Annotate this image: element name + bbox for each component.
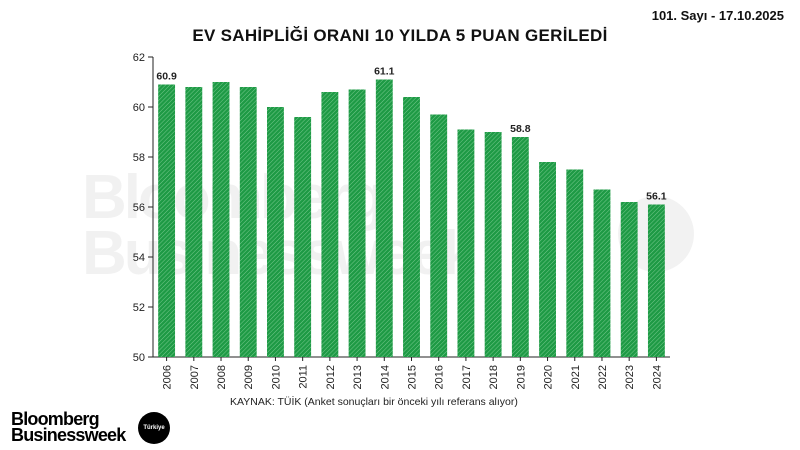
- y-tick-label: 60: [133, 102, 145, 114]
- bar-2014: [375, 79, 393, 357]
- data-label-2014: 61.1: [374, 66, 395, 78]
- bar-2008: [212, 82, 230, 357]
- issue-date: 101. Sayı - 17.10.2025: [651, 8, 784, 23]
- x-tick-label-2007: 2007: [189, 365, 201, 389]
- y-tick-label: 54: [133, 252, 145, 264]
- logo-line-1: Bloomberg: [11, 409, 100, 429]
- data-label-2019: 58.8: [510, 123, 531, 135]
- y-tick-label: 56: [133, 202, 145, 214]
- x-tick-label-2013: 2013: [352, 365, 364, 389]
- bar-2006: [158, 84, 176, 357]
- bar-2010: [267, 107, 284, 357]
- bar-2022: [593, 189, 611, 357]
- bar-2013: [348, 89, 366, 357]
- x-tick-label-2014: 2014: [379, 365, 391, 389]
- x-tick-label-2020: 2020: [543, 365, 555, 389]
- bar-2024: [647, 204, 665, 357]
- x-tick-label-2011: 2011: [298, 365, 310, 389]
- x-tick-label-2023: 2023: [624, 365, 636, 389]
- y-tick-label: 62: [133, 52, 145, 64]
- bar-2009: [239, 87, 257, 357]
- x-tick-label-2019: 2019: [515, 365, 527, 389]
- x-tick-label-2016: 2016: [434, 365, 446, 389]
- bar-2019: [511, 137, 529, 357]
- x-tick-label-2017: 2017: [461, 365, 473, 389]
- bar-2021: [566, 169, 584, 357]
- logo-line-2: Businessweek: [11, 425, 126, 445]
- bar-2012: [321, 92, 339, 357]
- x-tick-label-2012: 2012: [325, 365, 337, 389]
- y-tick-label: 58: [133, 152, 145, 164]
- bar-2015: [403, 97, 420, 357]
- bar-2020: [539, 162, 556, 357]
- x-tick-label-2024: 2024: [651, 365, 663, 389]
- x-tick-label-2006: 2006: [162, 365, 174, 389]
- x-tick-label-2018: 2018: [488, 365, 500, 389]
- y-tick-label: 50: [133, 352, 145, 364]
- y-tick-label: 52: [133, 302, 145, 314]
- data-label-2024: 56.1: [646, 191, 667, 203]
- bar-2017: [457, 129, 475, 357]
- bar-2016: [430, 114, 448, 357]
- bar-2011: [294, 117, 312, 357]
- x-tick-label-2009: 2009: [243, 365, 255, 389]
- bar-2018: [484, 132, 502, 357]
- bar-2023: [620, 202, 638, 357]
- turkiye-badge: Türkiye: [138, 412, 170, 444]
- chart-source: KAYNAK: TÜİK (Anket sonuçları bir önceki…: [230, 396, 518, 408]
- bar-2007: [185, 87, 203, 357]
- x-tick-label-2022: 2022: [597, 365, 609, 389]
- brand-logo: Bloomberg Businessweek: [11, 409, 126, 445]
- x-tick-label-2015: 2015: [407, 365, 419, 389]
- data-label-2006: 60.9: [156, 71, 177, 83]
- x-tick-label-2010: 2010: [270, 365, 282, 389]
- x-tick-label-2008: 2008: [216, 365, 228, 389]
- chart-title: EV SAHİPLİĞİ ORANI 10 YILDA 5 PUAN GERİL…: [192, 26, 608, 45]
- x-tick-label-2021: 2021: [570, 365, 582, 389]
